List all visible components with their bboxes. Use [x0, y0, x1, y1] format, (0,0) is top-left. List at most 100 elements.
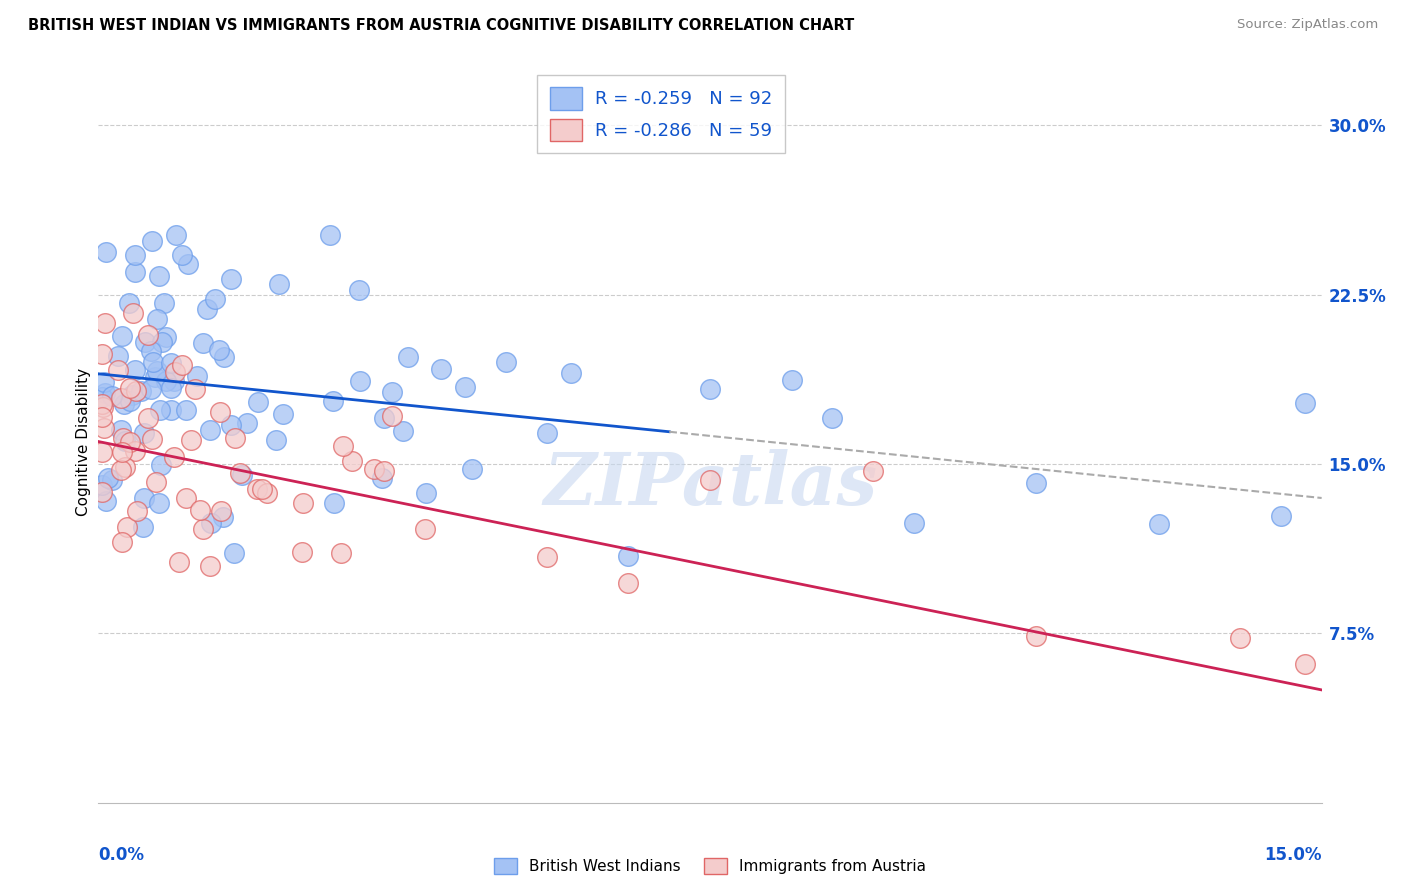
Point — [363, 462, 385, 476]
Text: 0.0%: 0.0% — [98, 847, 145, 864]
Point — [231, 468, 253, 483]
Point — [208, 343, 231, 357]
Point — [536, 426, 558, 441]
Point — [91, 397, 114, 411]
Point — [110, 423, 132, 437]
Point — [495, 355, 517, 369]
Point — [381, 409, 404, 423]
Point — [193, 336, 215, 351]
Point — [91, 400, 114, 414]
Point — [146, 364, 169, 378]
Point — [204, 293, 226, 307]
Point — [1229, 631, 1251, 645]
Point — [174, 491, 197, 506]
Point — [93, 420, 115, 434]
Point — [342, 453, 364, 467]
Point — [110, 392, 132, 406]
Point — [153, 296, 176, 310]
Legend: British West Indians, Immigrants from Austria: British West Indians, Immigrants from Au… — [486, 851, 934, 882]
Point — [780, 373, 803, 387]
Point — [322, 496, 344, 510]
Point — [146, 312, 169, 326]
Point — [219, 271, 242, 285]
Point — [114, 434, 136, 448]
Point — [110, 462, 132, 476]
Point — [124, 248, 146, 262]
Point — [195, 301, 218, 316]
Point — [139, 344, 162, 359]
Point — [155, 330, 177, 344]
Point — [169, 555, 191, 569]
Point — [150, 334, 173, 349]
Point — [271, 407, 294, 421]
Point — [224, 546, 246, 560]
Point — [125, 384, 148, 399]
Point — [112, 397, 135, 411]
Point — [1294, 395, 1316, 409]
Point — [1294, 657, 1316, 671]
Point — [91, 410, 114, 425]
Point — [132, 491, 155, 505]
Point — [94, 494, 117, 508]
Point — [122, 306, 145, 320]
Point — [111, 329, 134, 343]
Point — [699, 474, 721, 488]
Point — [118, 381, 141, 395]
Point — [91, 444, 114, 458]
Point — [392, 425, 415, 439]
Point — [124, 443, 146, 458]
Point — [91, 347, 114, 361]
Point — [91, 485, 114, 500]
Point — [862, 465, 884, 479]
Point — [246, 482, 269, 496]
Point — [198, 423, 221, 437]
Point — [132, 425, 155, 440]
Point — [97, 471, 120, 485]
Point — [903, 516, 925, 531]
Point — [266, 433, 288, 447]
Point — [371, 471, 394, 485]
Point — [349, 374, 371, 388]
Point — [188, 503, 211, 517]
Point — [211, 509, 233, 524]
Point — [349, 283, 371, 297]
Point — [129, 384, 152, 398]
Point — [191, 522, 214, 536]
Point — [121, 388, 143, 402]
Point — [118, 296, 141, 310]
Point — [209, 504, 232, 518]
Point — [212, 350, 235, 364]
Point — [381, 385, 404, 400]
Point — [148, 268, 170, 283]
Point — [170, 247, 193, 261]
Point — [163, 365, 186, 379]
Point — [107, 349, 129, 363]
Point — [94, 316, 117, 330]
Point — [200, 559, 222, 574]
Point — [124, 265, 146, 279]
Point — [118, 393, 141, 408]
Point — [110, 534, 132, 549]
Point — [111, 431, 134, 445]
Point — [454, 380, 477, 394]
Point — [149, 458, 172, 473]
Point — [617, 575, 640, 590]
Point — [148, 496, 170, 510]
Point — [163, 450, 186, 464]
Point — [1147, 517, 1170, 532]
Point — [107, 363, 129, 377]
Point — [330, 546, 353, 560]
Point — [141, 432, 163, 446]
Point — [319, 227, 342, 242]
Point — [373, 464, 395, 478]
Point — [91, 390, 114, 404]
Point — [143, 370, 166, 384]
Point — [114, 460, 136, 475]
Point — [138, 327, 160, 342]
Point — [200, 516, 222, 530]
Point — [120, 434, 142, 449]
Text: ZIPatlas: ZIPatlas — [543, 450, 877, 520]
Point — [536, 549, 558, 564]
Point — [291, 544, 314, 558]
Point — [142, 355, 165, 369]
